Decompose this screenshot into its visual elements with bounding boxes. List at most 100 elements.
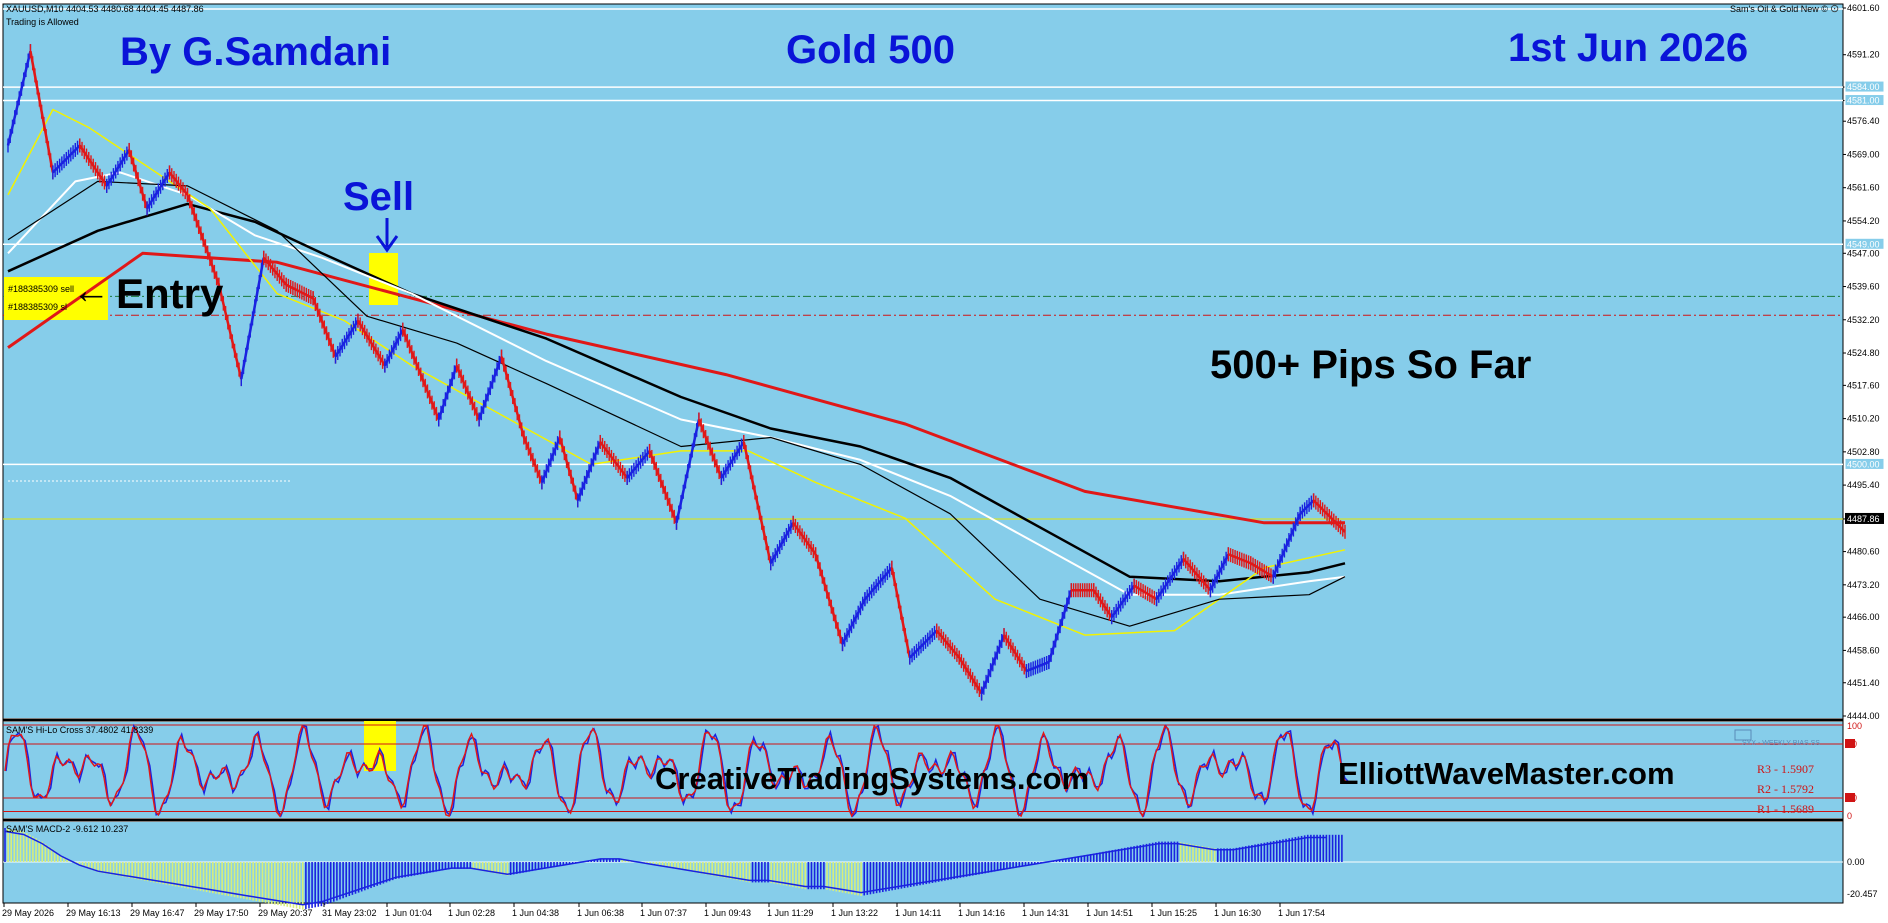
price-segment <box>1209 553 1230 591</box>
y-tick-label: 4591.20 <box>1847 50 1880 60</box>
watermark-creative: CreativeTradingSystems.com <box>655 761 1090 796</box>
price-segment <box>863 566 893 601</box>
x-tick-label: 1 Jun 04:38 <box>512 908 559 918</box>
price-segment <box>437 365 458 420</box>
price-segment <box>262 256 288 286</box>
watermark-elliott: ElliottWaveMaster.com <box>1338 756 1675 791</box>
price-segment <box>1250 562 1274 578</box>
osc-level-box <box>1845 793 1855 802</box>
price-segment <box>6 50 32 146</box>
price-segment <box>356 320 386 367</box>
macd-tick-label: -20.457 <box>1847 889 1878 899</box>
price-segment <box>285 283 314 300</box>
price-box-label: 4549.00 <box>1847 239 1880 249</box>
price-segment <box>1182 557 1212 592</box>
price-segment <box>1002 634 1028 672</box>
chart-title: Gold 500 <box>786 28 955 72</box>
price-segment <box>383 329 404 367</box>
price-segment <box>401 329 440 420</box>
osc-blue-line <box>5 723 1349 818</box>
y-tick-label: 4576.40 <box>1847 116 1880 126</box>
x-tick-label: 1 Jun 06:38 <box>577 908 624 918</box>
x-tick-label: 29 May 16:13 <box>66 908 121 918</box>
price-segment <box>540 437 562 483</box>
chart-border <box>2 3 1844 904</box>
weekly-bias-label: SYX - WEEKLY BIAS SS <box>1742 740 1820 747</box>
y-tick-label: 4502.80 <box>1847 447 1880 457</box>
oscillator-pane <box>3 722 1843 818</box>
osc-level-label: 100 <box>1847 721 1862 731</box>
x-tick-label: 31 May 23:02 <box>322 908 377 918</box>
y-tick-label: 4444.00 <box>1847 711 1880 721</box>
price-box <box>1844 80 1885 93</box>
price-segment <box>908 629 938 659</box>
settings-icon[interactable]: ⊙ <box>1830 3 1840 15</box>
weekly-bias-icon <box>1734 729 1752 741</box>
entry-label: Entry <box>116 270 224 317</box>
price-box-label: 4581.00 <box>1847 96 1880 106</box>
y-tick-label: 4547.00 <box>1847 248 1880 258</box>
x-tick-label: 1 Jun 14:51 <box>1086 908 1133 918</box>
price-segment <box>146 171 171 210</box>
price-segment <box>1299 499 1315 515</box>
price-segment <box>334 320 360 358</box>
pips-label: 500+ Pips So Far <box>1210 343 1532 387</box>
sell-arrow-icon <box>375 235 399 253</box>
x-tick-label: 1 Jun 14:31 <box>1022 908 1069 918</box>
macd-label: SAM'S MACD-2 -9.612 10.237 <box>6 824 129 834</box>
price-segment <box>890 567 912 658</box>
price-segment <box>935 629 961 659</box>
y-tick-label: 4510.20 <box>1847 414 1880 424</box>
price-segment <box>841 598 867 645</box>
price-segment <box>769 522 795 564</box>
x-tick-label: 29 May 2026 <box>2 908 54 918</box>
price-segment <box>648 450 678 524</box>
price-segment <box>186 194 221 286</box>
price-box <box>1844 457 1885 470</box>
price-segment <box>522 437 544 483</box>
y-tick-label: 4480.60 <box>1847 547 1880 557</box>
symbol-info: XAUUSD,M10 4404.53 4480.68 4404.45 4487.… <box>6 4 204 14</box>
sell-label: Sell <box>343 175 415 219</box>
price-segment <box>311 297 337 358</box>
price-segment <box>78 144 108 187</box>
current-price-label: 4487.86 <box>1847 514 1880 524</box>
price-segment <box>576 441 602 501</box>
price-box <box>1844 94 1885 107</box>
x-tick-label: 29 May 20:37 <box>258 908 313 918</box>
r3-label: R3 - 1.5907 <box>1757 762 1814 776</box>
entry-arrow-icon: ← <box>72 270 110 312</box>
r1-label: R1 - 1.5689 <box>1757 802 1814 816</box>
y-tick-label: 4517.60 <box>1847 380 1880 390</box>
order-sell-label: #188385309 sell <box>8 284 75 294</box>
osc-red-line <box>4 724 1348 818</box>
price-box-label: 4584.00 <box>1847 82 1880 92</box>
r2-label: R2 - 1.5792 <box>1757 782 1814 796</box>
oscillator-highlight <box>364 721 396 771</box>
x-tick-label: 1 Jun 09:43 <box>704 908 751 918</box>
price-segment <box>1133 584 1158 601</box>
price-segment <box>500 356 526 438</box>
price-segment <box>477 356 503 420</box>
x-tick-label: 1 Jun 11:29 <box>767 908 813 918</box>
price-segment <box>1312 499 1346 533</box>
osc-level-label: 0 <box>1847 811 1852 821</box>
price-segment <box>675 419 701 524</box>
macd-tick-label: 0.00 <box>1847 857 1865 867</box>
x-tick-label: 1 Jun 07:37 <box>640 908 687 918</box>
price-segment <box>697 419 723 479</box>
price-segment <box>127 149 149 209</box>
x-tick-label: 29 May 16:47 <box>130 908 185 918</box>
x-tick-label: 1 Jun 16:30 <box>1214 908 1261 918</box>
price-segment <box>105 149 131 187</box>
price-segment <box>455 365 481 420</box>
main-pane <box>3 4 1843 718</box>
price-segment <box>742 441 772 564</box>
price-segment <box>1047 589 1073 663</box>
macd-signal-line <box>4 830 1327 906</box>
price-segment <box>599 441 629 479</box>
price-segment <box>29 50 55 173</box>
y-tick-label: 4495.40 <box>1847 480 1880 490</box>
price-segment <box>1272 513 1302 578</box>
